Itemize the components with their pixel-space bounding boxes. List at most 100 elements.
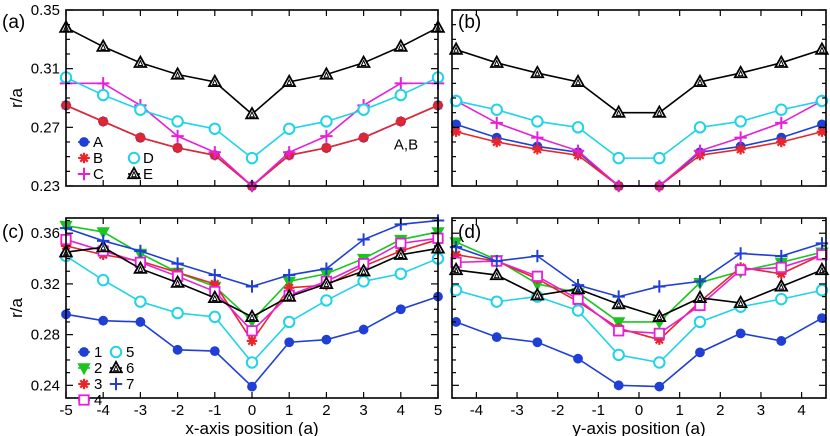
data-point	[281, 288, 297, 302]
legend-label: 7	[126, 376, 134, 393]
data-point	[490, 116, 503, 130]
legend-label: 6	[126, 360, 134, 377]
legend-item-1: 1	[78, 344, 102, 361]
data-point	[209, 278, 220, 290]
data-point	[358, 324, 369, 335]
legend-label: 2	[94, 360, 102, 377]
x-tick-label: -2	[171, 402, 184, 419]
legend-marker	[109, 345, 123, 359]
data-point	[692, 289, 708, 303]
data-point	[570, 73, 586, 87]
data-point	[654, 381, 665, 392]
series-1	[451, 313, 827, 392]
data-point	[532, 144, 543, 155]
data-point	[357, 233, 370, 246]
x-axis-label: y-axis position (a)	[572, 419, 705, 436]
x-tick-label: -4	[97, 402, 110, 419]
series-7	[449, 237, 829, 303]
data-point	[653, 356, 666, 369]
legend-item-E: E	[126, 165, 153, 183]
legend-marker	[126, 165, 142, 180]
series-line	[455, 253, 823, 341]
data-point	[449, 284, 463, 297]
legend-marker	[78, 394, 90, 406]
data-point	[571, 304, 585, 317]
data-point	[491, 332, 502, 343]
x-tick-label: 0	[248, 402, 256, 419]
data-point	[134, 295, 147, 308]
x-tick-label: -1	[208, 402, 221, 419]
data-point	[319, 275, 334, 290]
series-D	[449, 94, 829, 165]
series-5	[59, 249, 445, 369]
x-tick-label: -3	[510, 402, 523, 419]
data-point	[531, 249, 544, 263]
panel-c: -5 -4 -3 -2 -1 0 1 2 3 4 50.360.320.280.24r/ax-axi…	[2, 214, 446, 436]
data-point	[695, 347, 705, 358]
data-point	[283, 268, 296, 282]
y-axis-label: r/a	[7, 88, 26, 108]
data-point	[134, 103, 147, 116]
data-point	[571, 144, 585, 157]
data-point	[613, 380, 624, 391]
legend-item-B: B	[78, 150, 103, 167]
data-point	[572, 293, 584, 305]
data-point	[530, 287, 545, 301]
data-point	[283, 315, 296, 329]
y-tick-label: 0.36	[31, 225, 60, 242]
legend-label: B	[93, 150, 103, 167]
series-line	[455, 241, 823, 323]
legend-marker	[127, 151, 141, 165]
data-point	[775, 261, 787, 274]
y-tick-label: 0.31	[31, 61, 60, 78]
legend-item-6: 6	[108, 359, 134, 377]
data-point	[531, 270, 543, 282]
data-point	[246, 335, 258, 347]
legend-item-3: 3	[78, 376, 102, 393]
data-point	[612, 290, 625, 303]
data-point	[284, 282, 295, 293]
data-point	[775, 103, 788, 116]
legend-marker	[79, 347, 89, 357]
series-line	[455, 100, 823, 159]
panel-d: -4 -3 -2 -1 0 1 2 3 4 y-axis position (a) (d)	[448, 217, 830, 436]
data-point	[245, 151, 259, 165]
x-tick-label: 2	[322, 402, 330, 419]
x-tick-label: -5	[59, 402, 72, 419]
legend-marker	[78, 378, 90, 390]
legend-item-2: 2	[77, 360, 102, 377]
data-point	[244, 106, 260, 120]
data-point	[320, 115, 333, 128]
y-tick-label: 0.24	[31, 377, 60, 394]
legend-label: 4	[94, 392, 102, 409]
data-point	[96, 227, 110, 240]
legend-marker	[108, 359, 124, 374]
series-1	[61, 291, 443, 392]
data-point	[395, 237, 407, 249]
series-line	[455, 269, 823, 318]
data-point	[692, 73, 708, 87]
data-point	[171, 129, 184, 143]
data-point	[321, 334, 332, 345]
data-point	[171, 306, 184, 320]
data-point	[209, 346, 220, 356]
data-point	[394, 77, 407, 90]
panel-label: (a)	[2, 12, 25, 33]
series-line	[455, 289, 823, 364]
legend-label: D	[143, 150, 154, 167]
series-E	[58, 19, 446, 120]
data-point	[395, 304, 406, 315]
data-point	[573, 353, 583, 364]
data-point	[814, 41, 830, 55]
legend-item-C: C	[77, 166, 104, 183]
data-point	[281, 73, 297, 87]
data-point	[356, 263, 371, 277]
legend-label: 3	[94, 376, 102, 393]
data-point	[245, 280, 259, 293]
data-point	[613, 325, 625, 337]
x-tick-label: -1	[592, 402, 605, 419]
data-point	[734, 115, 747, 128]
data-point	[773, 54, 789, 68]
